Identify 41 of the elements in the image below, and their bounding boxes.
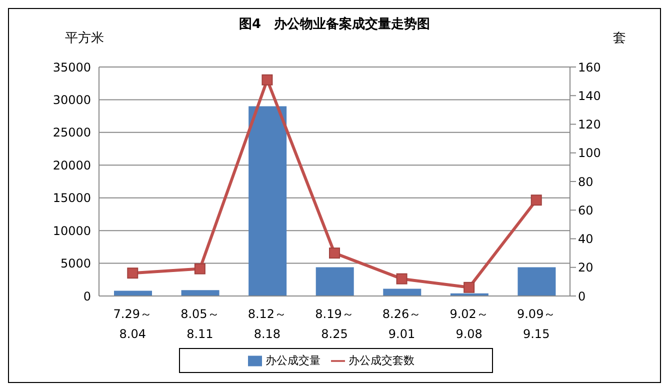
y2-tick-label: 100 [578, 146, 601, 160]
y2-tick-label: 120 [578, 118, 601, 132]
bar [316, 267, 354, 296]
bar [518, 267, 556, 296]
legend-label: 办公成交套数 [348, 354, 414, 367]
bar [383, 288, 422, 296]
y-tick-label: 5000 [60, 256, 91, 271]
y2-tick-label: 80 [578, 174, 594, 189]
y-tick-label: 0 [83, 289, 91, 304]
x-tick-label: 8.26～ 9.01 [382, 307, 422, 341]
x-tick-label: 9.02～ 9.08 [450, 307, 488, 341]
y2-tick-label: 160 [578, 60, 601, 74]
y-tick-label: 10000 [52, 224, 91, 238]
y-tick-label: 30000 [52, 92, 91, 107]
point [396, 273, 408, 284]
y2-tick-label: 20 [578, 260, 594, 275]
point [127, 268, 138, 279]
y-tick-label: 20000 [52, 158, 91, 172]
y2-tick-label: 60 [578, 203, 594, 218]
x-tick-label: 8.12～ 8.18 [248, 307, 287, 341]
chart-title: 图4 办公物业备案成交量走势图 [238, 17, 430, 32]
legend-label: 办公成交量 [266, 354, 320, 367]
y2-tick-label: 40 [578, 232, 594, 246]
x-tick-label: 8.19～ 8.25 [315, 307, 354, 341]
y-tick-label: 25000 [52, 126, 91, 140]
x-tick-label: 9.09～ 9.15 [517, 307, 556, 341]
y-tick-label: 15000 [52, 191, 91, 206]
point [464, 282, 475, 293]
point [262, 74, 273, 86]
point [530, 194, 542, 206]
y-axis-title: 平方米 [65, 30, 104, 47]
y2-tick-label: 140 [578, 88, 601, 103]
y2-axis-title: 套 [613, 30, 626, 47]
y2-tick-label: 0 [578, 289, 586, 304]
point [194, 263, 206, 274]
x-tick-label: 7.29～ 8.04 [113, 307, 152, 341]
bar [248, 106, 287, 296]
y-tick-label: 35000 [52, 60, 91, 74]
x-tick-label: 8.05～ 8.11 [180, 307, 220, 341]
point [329, 248, 340, 259]
bar [181, 290, 220, 296]
